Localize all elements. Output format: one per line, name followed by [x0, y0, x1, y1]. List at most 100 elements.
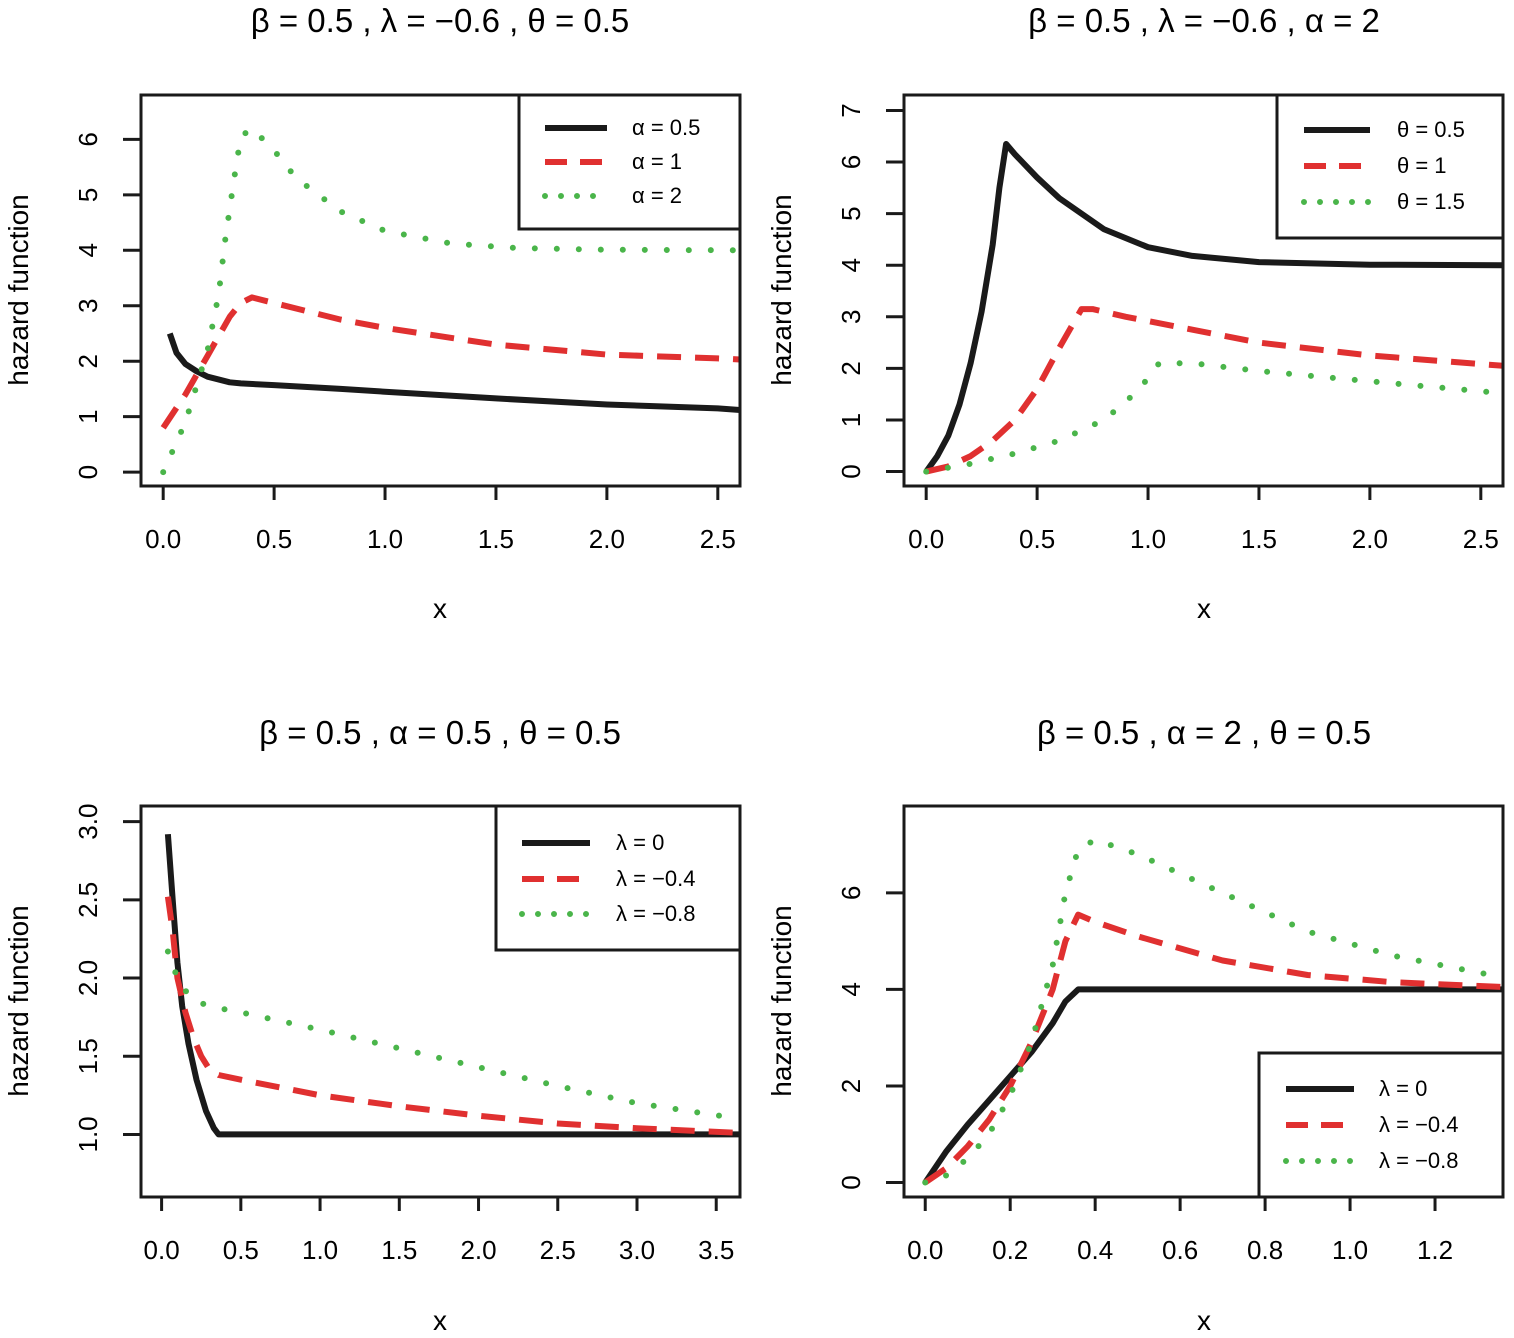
x-tick-label: 0.8	[1247, 1235, 1283, 1265]
x-tick-label: 3.0	[619, 1235, 655, 1265]
chart-title: β = 0.5 , λ = −0.6 , α = 2	[1028, 2, 1380, 39]
x-tick-label: 2.0	[589, 524, 625, 554]
x-axis-ticks: 0.0 0.5 1.0 1.5 2.0 2.5	[908, 486, 1499, 554]
y-tick-label: 0	[836, 1175, 866, 1189]
y-axis-ticks: 0 1 2 3 4 5 6	[73, 132, 141, 479]
y-tick-label: 2	[836, 1079, 866, 1093]
y-tick-label: 5	[836, 206, 866, 220]
series-layer	[160, 125, 740, 476]
x-tick-label: 2.5	[540, 1235, 576, 1265]
x-axis-label: x	[1197, 593, 1211, 624]
legend: λ = 0 λ = −0.4 λ = −0.8	[494, 804, 742, 952]
x-tick-label: 1.0	[367, 524, 403, 554]
y-tick-label: 6	[73, 132, 103, 146]
legend-label-2: λ = −0.4	[616, 866, 696, 891]
series-line-1	[164, 833, 740, 1138]
x-tick-label: 0.2	[992, 1235, 1028, 1265]
plot-frame	[902, 804, 1505, 1199]
x-tick-label: 2.5	[700, 524, 736, 554]
x-tick-label: 0.5	[223, 1235, 259, 1265]
x-tick-label: 2.0	[460, 1235, 496, 1265]
series-line-3	[160, 125, 740, 476]
series-line-3	[923, 360, 1503, 475]
legend-label-1: λ = 0	[616, 830, 664, 855]
y-tick-label: 4	[73, 243, 103, 257]
legend-label-2: α = 1	[632, 149, 682, 174]
chart-title: β = 0.5 , α = 0.5 , θ = 0.5	[259, 714, 621, 751]
chart-panel-1: β = 0.5 , λ = −0.6 , θ = 0.5 x hazard fu…	[3, 2, 742, 624]
x-axis-ticks: 0.0 0.5 1.0 1.5 2.0 2.5	[145, 486, 736, 554]
x-tick-label: 0.6	[1162, 1235, 1198, 1265]
chart-panel-4: β = 0.5 , α = 2 , θ = 0.5 x hazard funct…	[766, 714, 1505, 1336]
y-tick-label: 3	[836, 310, 866, 324]
x-tick-label: 2.0	[1352, 524, 1388, 554]
series-layer	[164, 833, 740, 1138]
x-tick-label: 3.5	[698, 1235, 734, 1265]
x-tick-label: 1.0	[1130, 524, 1166, 554]
series-line-1	[922, 986, 1503, 1185]
x-axis-ticks: 0.0 0.5 1.0 1.5 2.0 2.5 3.0 3.5	[144, 1197, 734, 1265]
legend: α = 0.5 α = 1 α = 2	[517, 93, 742, 231]
x-axis-label: x	[433, 1305, 447, 1336]
x-tick-label: 1.5	[478, 524, 514, 554]
x-tick-label: 0.5	[256, 524, 292, 554]
x-axis-ticks: 0.0 0.2 0.4 0.6 0.8 1.0 1.2	[907, 1197, 1453, 1265]
series-line-1	[923, 141, 1503, 474]
y-axis-label: hazard function	[3, 905, 34, 1096]
x-tick-label: 0.0	[908, 524, 944, 554]
legend-label-3: θ = 1.5	[1397, 189, 1465, 214]
chart-panel-3: β = 0.5 , α = 0.5 , θ = 0.5 x hazard fun…	[3, 714, 742, 1336]
series-layer	[923, 141, 1503, 475]
legend: λ = 0 λ = −0.4 λ = −0.8	[1257, 1051, 1505, 1199]
x-tick-label: 1.2	[1417, 1235, 1453, 1265]
y-axis-label: hazard function	[3, 194, 34, 385]
legend: θ = 0.5 θ = 1 θ = 1.5	[1275, 93, 1505, 240]
series-line-2	[160, 294, 740, 430]
chart-panel-2: β = 0.5 , λ = −0.6 , α = 2 x hazard func…	[766, 2, 1505, 624]
y-tick-label: 7	[836, 103, 866, 117]
y-tick-label: 5	[73, 188, 103, 202]
y-tick-label: 1.5	[73, 1038, 103, 1074]
series-line-2	[925, 306, 1503, 475]
y-tick-label: 6	[836, 155, 866, 169]
x-tick-label: 1.0	[302, 1235, 338, 1265]
chart-title: β = 0.5 , α = 2 , θ = 0.5	[1037, 714, 1371, 751]
legend-label-2: θ = 1	[1397, 153, 1447, 178]
x-tick-label: 1.0	[1332, 1235, 1368, 1265]
plot-frame	[902, 93, 1505, 488]
y-tick-label: 2.0	[73, 960, 103, 996]
series-line-1	[166, 332, 740, 413]
legend-label-2: λ = −0.4	[1379, 1112, 1459, 1137]
plot-frame	[139, 804, 742, 1199]
series-layer	[922, 836, 1503, 1186]
x-tick-label: 1.5	[381, 1235, 417, 1265]
y-tick-label: 1	[836, 413, 866, 427]
y-tick-label: 6	[836, 886, 866, 900]
x-tick-label: 0.4	[1077, 1235, 1113, 1265]
x-tick-label: 0.0	[144, 1235, 180, 1265]
y-tick-label: 1.0	[73, 1116, 103, 1152]
y-tick-label: 3.0	[73, 804, 103, 840]
y-axis-label: hazard function	[766, 194, 797, 385]
y-tick-label: 4	[836, 258, 866, 272]
y-tick-label: 0	[836, 464, 866, 478]
x-axis-label: x	[1197, 1305, 1211, 1336]
y-axis-ticks: 0 1 2 3 4 5 6 7	[836, 103, 904, 479]
x-tick-label: 0.5	[1019, 524, 1055, 554]
legend-label-1: θ = 0.5	[1397, 117, 1465, 142]
y-axis-label: hazard function	[766, 905, 797, 1096]
legend-label-1: α = 0.5	[632, 115, 700, 140]
y-tick-label: 4	[836, 982, 866, 996]
x-tick-label: 2.5	[1463, 524, 1499, 554]
legend-label-3: λ = −0.8	[616, 901, 696, 926]
series-line-3	[164, 948, 740, 1122]
y-tick-label: 2	[73, 354, 103, 368]
y-tick-label: 2.5	[73, 882, 103, 918]
x-axis-label: x	[433, 593, 447, 624]
y-tick-label: 0	[73, 465, 103, 479]
y-tick-label: 1	[73, 409, 103, 423]
legend-label-3: α = 2	[632, 183, 682, 208]
plot-frame	[139, 93, 742, 488]
x-tick-label: 1.5	[1241, 524, 1277, 554]
